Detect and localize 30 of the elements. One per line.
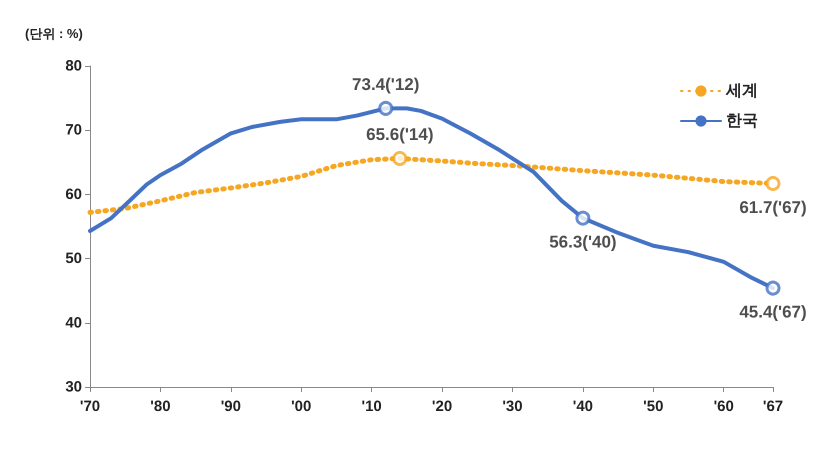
y-tick-label: 50 <box>65 250 82 268</box>
point <box>766 280 780 296</box>
annotation: 45.4('67) <box>739 302 807 322</box>
x-tick-label: '40 <box>572 398 594 415</box>
point <box>378 100 394 116</box>
x-tick-label: '50 <box>643 398 664 415</box>
point <box>392 150 408 166</box>
x-tick-label: '20 <box>432 398 452 415</box>
y-tick-label: 60 <box>65 186 82 203</box>
annotation: 61.7('67) <box>739 198 807 217</box>
y-tick-label: 40 <box>65 314 82 332</box>
y-tick-label: 30 <box>65 378 82 396</box>
x-tick-label: '70 <box>80 398 100 415</box>
x-tick-label: '00 <box>291 398 312 415</box>
x-tick-label: '30 <box>502 398 523 415</box>
legend-label: 세계 <box>725 82 758 100</box>
point <box>575 210 590 226</box>
annotation: 65.6('14) <box>366 124 434 144</box>
y-tick-label: 70 <box>65 122 82 139</box>
x-tick-label: '10 <box>362 398 382 415</box>
x-tick-label: '60 <box>714 398 734 415</box>
y-tick-label: 80 <box>65 58 82 74</box>
annotation: 56.3('40) <box>549 232 617 252</box>
x-tick-label: '90 <box>220 398 241 415</box>
legend-label: 한국 <box>726 112 758 130</box>
point <box>766 176 780 191</box>
x-tick-label: '80 <box>150 398 171 415</box>
x-tick-label: '67 <box>762 398 784 415</box>
y-axis-title: (단위 : %) <box>25 26 83 41</box>
annotation: 73.4('12) <box>352 74 420 94</box>
